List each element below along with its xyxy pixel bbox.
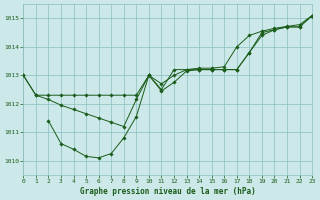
X-axis label: Graphe pression niveau de la mer (hPa): Graphe pression niveau de la mer (hPa) xyxy=(80,187,256,196)
